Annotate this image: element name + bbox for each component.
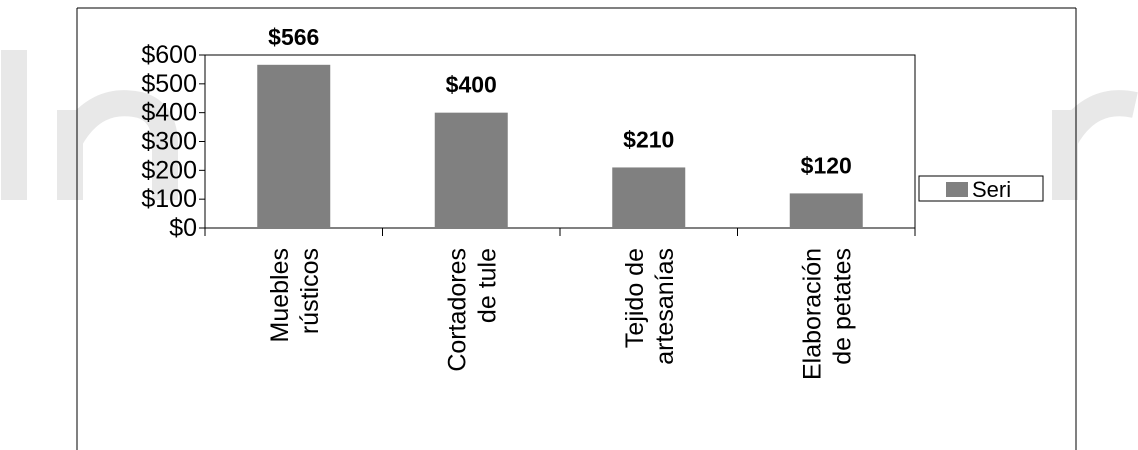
x-axis (204, 228, 916, 236)
watermark (1, 50, 1138, 200)
y-tick-label: $500 (141, 70, 197, 98)
x-category-label-line: Elaboración (798, 248, 826, 380)
y-tick-label: $100 (141, 185, 197, 213)
data-label-4: $120 (801, 152, 852, 178)
y-tick-label: $300 (141, 128, 197, 156)
legend-label: Seri (972, 177, 1011, 202)
bar-4 (789, 193, 863, 228)
data-label-3: $210 (623, 126, 674, 152)
x-category-label-line: Cortadores (443, 248, 471, 372)
x-category-label-2: Cortadores de tule (443, 248, 501, 372)
x-category-label-1: Muebles rústicos (266, 248, 324, 343)
legend-swatch (946, 182, 968, 197)
y-tick-label: $600 (141, 41, 197, 69)
x-category-label-line: artesanías (651, 248, 679, 365)
legend-box (918, 175, 1044, 202)
y-axis: $0$100$200$300$400$500$600 (141, 41, 205, 242)
x-category-label-line: Tejido de (621, 248, 649, 348)
data-label-1: $566 (268, 24, 319, 50)
data-labels-group: $566 $400 $210 $120 (268, 24, 852, 179)
bar-1 (257, 64, 331, 228)
bar-2 (434, 112, 508, 228)
legend: Seri (918, 175, 1044, 202)
y-tick-label: $0 (169, 214, 197, 242)
y-tick-label: $400 (141, 99, 197, 127)
x-category-label-line: Muebles (266, 248, 294, 343)
x-labels-group: Muebles rústicos Cortadores de tule Tejido d… (266, 248, 857, 380)
data-label-2: $400 (446, 72, 497, 98)
x-category-label-3: Tejido de artesanías (621, 248, 679, 365)
x-category-label-line: de petates (828, 248, 856, 365)
bars-group (257, 64, 863, 228)
y-tick-label: $200 (141, 156, 197, 184)
bar-3 (612, 167, 686, 228)
x-category-label-4: Elaboración de petates (798, 248, 856, 380)
x-category-label-line: rústicos (296, 248, 324, 334)
x-category-label-line: de tule (473, 248, 501, 323)
